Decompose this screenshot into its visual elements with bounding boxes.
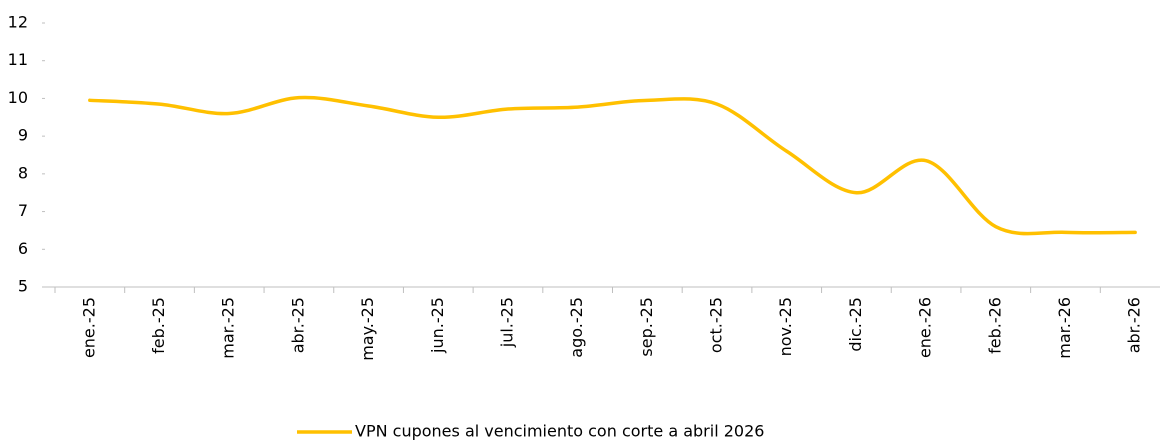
x-tick-label: nov.-25 (776, 297, 795, 356)
y-tick-label: 5 (18, 277, 28, 296)
x-tick-label: sep.-25 (637, 297, 656, 357)
y-tick-label: 12 (8, 13, 28, 32)
x-tick-label: dic.-25 (846, 297, 865, 352)
x-tick-label: feb.-25 (149, 297, 168, 354)
x-tick-label: mar.-25 (219, 297, 238, 359)
y-tick-label: 10 (8, 88, 28, 107)
x-tick-label: mar.-26 (1055, 297, 1074, 359)
y-tick-label: 7 (18, 201, 28, 220)
x-tick-label: abr.-26 (1125, 297, 1144, 353)
x-tick-label: jun.-25 (428, 297, 447, 354)
y-tick-label: 8 (18, 163, 28, 182)
y-tick-label: 9 (18, 126, 28, 145)
x-tick-label: abr.-25 (288, 297, 307, 353)
x-tick-label: ago.-25 (567, 297, 586, 358)
x-tick-label: oct.-25 (707, 297, 726, 353)
x-tick-label: jul.-25 (497, 297, 516, 348)
x-tick-label: ene.-26 (916, 297, 935, 358)
y-tick-label: 11 (8, 50, 28, 69)
x-tick-label: feb.-26 (985, 297, 1004, 354)
y-tick-label: 6 (18, 239, 28, 258)
x-tick-label: ene.-25 (79, 297, 98, 358)
x-tick-label: may.-25 (358, 297, 377, 361)
line (88, 95, 1137, 236)
legend-label: VPN cupones al vencimiento con corte a a… (355, 422, 764, 441)
